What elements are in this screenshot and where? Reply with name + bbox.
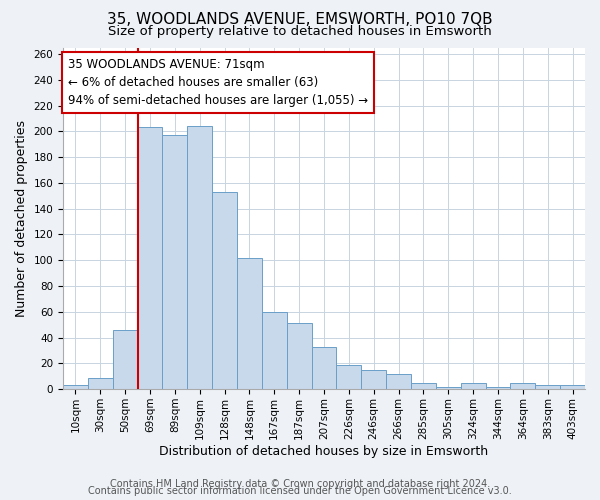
Bar [411,382,436,389]
Bar [511,382,535,389]
Bar [485,386,511,389]
Bar [163,135,187,389]
Bar [187,126,212,389]
Bar [212,192,237,389]
Text: 35, WOODLANDS AVENUE, EMSWORTH, PO10 7QB: 35, WOODLANDS AVENUE, EMSWORTH, PO10 7QB [107,12,493,28]
Text: 35 WOODLANDS AVENUE: 71sqm
← 6% of detached houses are smaller (63)
94% of semi-: 35 WOODLANDS AVENUE: 71sqm ← 6% of detac… [68,58,368,107]
Text: Contains public sector information licensed under the Open Government Licence v3: Contains public sector information licen… [88,486,512,496]
Bar [535,386,560,389]
Bar [262,312,287,389]
Text: Size of property relative to detached houses in Emsworth: Size of property relative to detached ho… [108,25,492,38]
Bar [113,330,137,389]
Bar [63,386,88,389]
Bar [287,324,311,389]
Text: Contains HM Land Registry data © Crown copyright and database right 2024.: Contains HM Land Registry data © Crown c… [110,479,490,489]
Bar [337,364,361,389]
Bar [237,258,262,389]
X-axis label: Distribution of detached houses by size in Emsworth: Distribution of detached houses by size … [160,444,488,458]
Bar [137,128,163,389]
Y-axis label: Number of detached properties: Number of detached properties [15,120,28,317]
Bar [386,374,411,389]
Bar [461,382,485,389]
Bar [436,386,461,389]
Bar [560,386,585,389]
Bar [361,370,386,389]
Bar [88,378,113,389]
Bar [311,346,337,389]
